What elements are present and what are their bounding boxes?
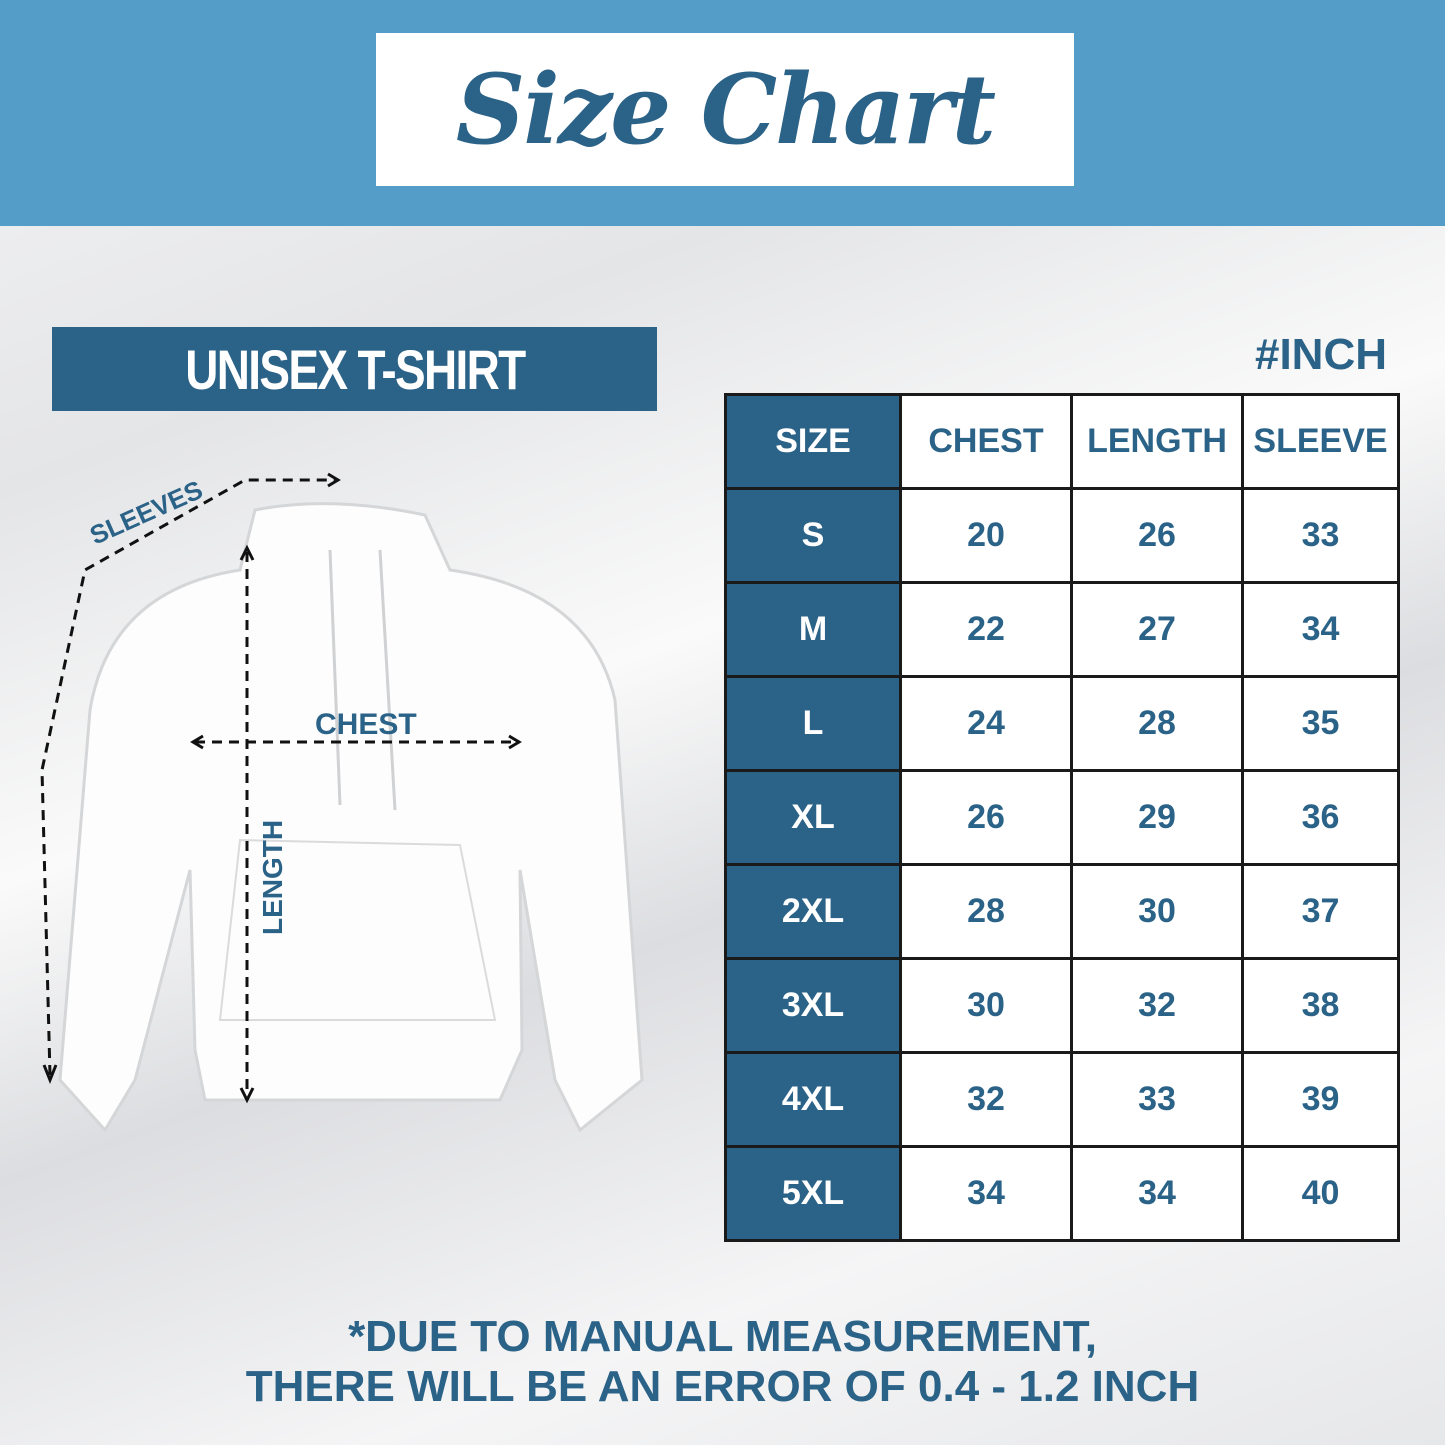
cell-size: S <box>724 487 902 584</box>
cell-length: 26 <box>1070 487 1244 584</box>
cell-chest: 28 <box>899 863 1073 960</box>
cell-sleeve: 40 <box>1241 1145 1400 1242</box>
cell-size: XL <box>724 769 902 866</box>
cell-chest: 32 <box>899 1051 1073 1148</box>
table-row: XL 26 29 36 <box>724 769 1400 866</box>
unit-label: #INCH <box>1254 330 1387 379</box>
header-length: LENGTH <box>1070 393 1244 490</box>
cell-chest: 34 <box>899 1145 1073 1242</box>
table-row: 3XL 30 32 38 <box>724 957 1400 1054</box>
cell-chest: 20 <box>899 487 1073 584</box>
cell-length: 30 <box>1070 863 1244 960</box>
table-row: 2XL 28 30 37 <box>724 863 1400 960</box>
cell-sleeve: 33 <box>1241 487 1400 584</box>
cell-size: 4XL <box>724 1051 902 1148</box>
product-label: UNISEX T-SHIRT <box>52 327 657 411</box>
table-row: M 22 27 34 <box>724 581 1400 678</box>
hoodie-diagram: SLEEVES CHEST LENGTH <box>40 472 644 1133</box>
note-line-2: THERE WILL BE AN ERROR OF 0.4 - 1.2 INCH <box>245 1362 1200 1411</box>
cell-sleeve: 35 <box>1241 675 1400 772</box>
sleeve-measure-line <box>40 478 335 1076</box>
table-row: L 24 28 35 <box>724 675 1400 772</box>
cell-sleeve: 34 <box>1241 581 1400 678</box>
header-sleeve: SLEEVE <box>1241 393 1400 490</box>
table-row: 4XL 32 33 39 <box>724 1051 1400 1148</box>
size-table: SIZE CHEST LENGTH SLEEVE S 20 26 33 M 22 27 34 L… <box>724 393 1400 1242</box>
chest-label: CHEST <box>315 708 417 741</box>
page-title: Size Chart <box>455 53 996 166</box>
hoodie-shape <box>58 502 644 1133</box>
hoodie-pocket <box>218 838 497 1021</box>
cell-length: 32 <box>1070 957 1244 1054</box>
cell-length: 34 <box>1070 1145 1244 1242</box>
cell-length: 29 <box>1070 769 1244 866</box>
cell-sleeve: 39 <box>1241 1051 1400 1148</box>
table-row: 5XL 34 34 40 <box>724 1145 1400 1242</box>
header-chest: CHEST <box>899 393 1073 490</box>
table-row: S 20 26 33 <box>724 487 1400 584</box>
cell-size: L <box>724 675 902 772</box>
cell-sleeve: 37 <box>1241 863 1400 960</box>
cell-chest: 30 <box>899 957 1073 1054</box>
cell-size: 3XL <box>724 957 902 1054</box>
cell-size: 5XL <box>724 1145 902 1242</box>
cell-size: M <box>724 581 902 678</box>
note-line-1: *DUE TO MANUAL MEASUREMENT, <box>348 1312 1097 1361</box>
product-label-text: UNISEX T-SHIRT <box>184 337 526 401</box>
cell-chest: 24 <box>899 675 1073 772</box>
cell-length: 33 <box>1070 1051 1244 1148</box>
header-size: SIZE <box>724 393 902 490</box>
title-box: Size Chart <box>376 33 1074 186</box>
cell-size: 2XL <box>724 863 902 960</box>
cell-chest: 26 <box>899 769 1073 866</box>
cell-length: 27 <box>1070 581 1244 678</box>
cell-length: 28 <box>1070 675 1244 772</box>
drawstrings <box>328 549 397 811</box>
table-header-row: SIZE CHEST LENGTH SLEEVE <box>724 393 1400 490</box>
sleeves-label: SLEEVES <box>85 474 207 550</box>
length-label: LENGTH <box>257 820 288 935</box>
cell-sleeve: 38 <box>1241 957 1400 1054</box>
cell-chest: 22 <box>899 581 1073 678</box>
measurement-note: *DUE TO MANUAL MEASUREMENT, THERE WILL B… <box>0 1312 1445 1412</box>
cell-sleeve: 36 <box>1241 769 1400 866</box>
